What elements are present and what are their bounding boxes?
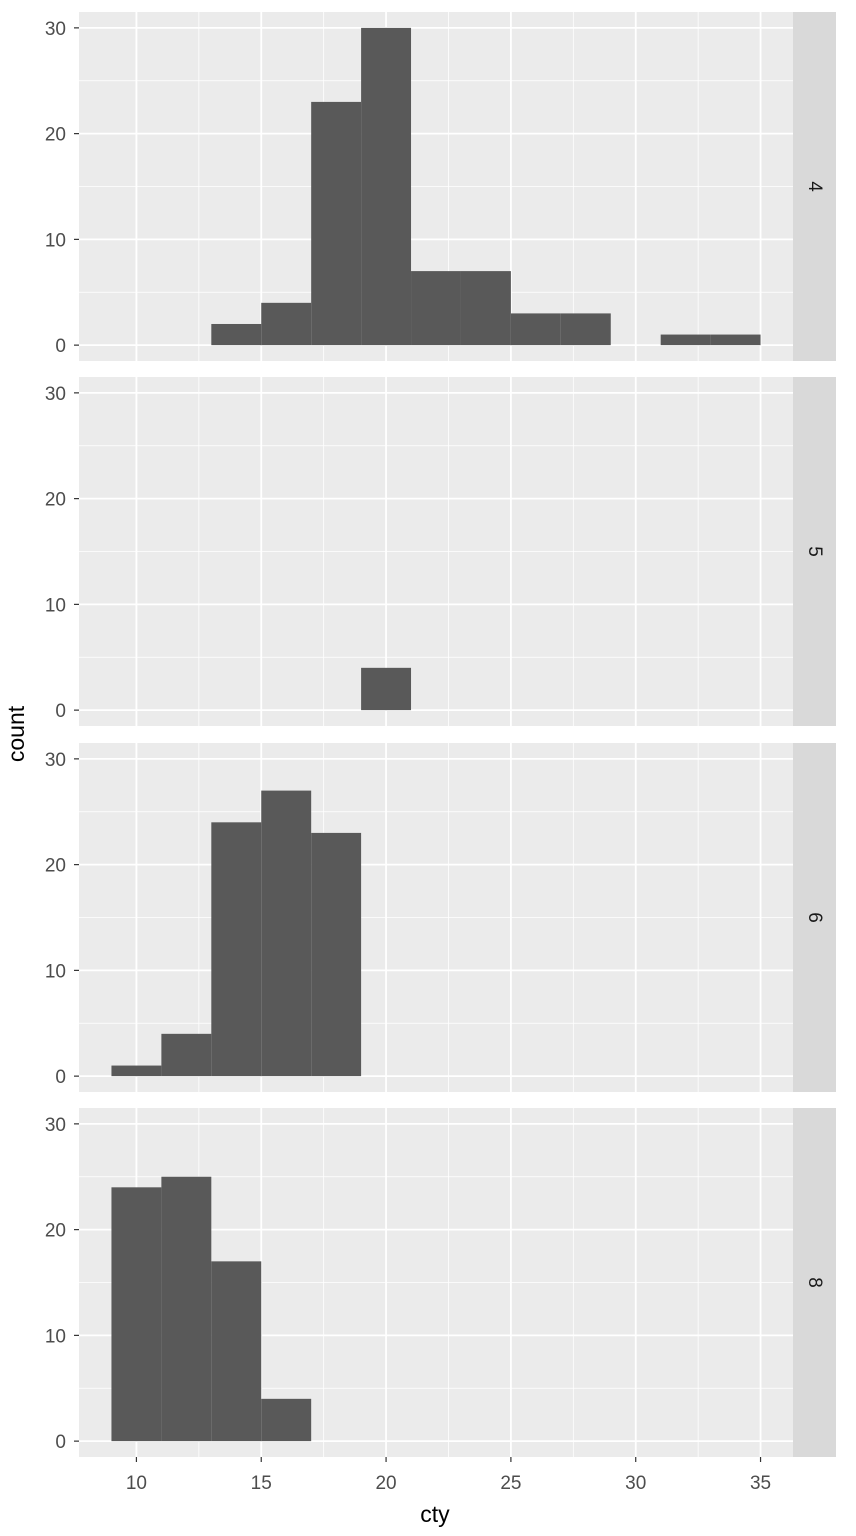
- y-tick-label: 30: [45, 1115, 66, 1136]
- y-tick-label: 20: [45, 125, 66, 146]
- facet-panel-4: 0 10 20 30 4: [45, 12, 836, 361]
- y-tick-label: 20: [45, 490, 66, 511]
- y-tick-label: 10: [45, 595, 66, 616]
- histogram-bar: [161, 1033, 212, 1077]
- histogram-bar: [311, 832, 362, 1077]
- facet-strip-label: 4: [804, 181, 825, 192]
- histogram-bar: [261, 790, 312, 1077]
- histogram-bar: [261, 1398, 312, 1442]
- x-tick-label: 25: [500, 1473, 521, 1494]
- x-tick-label: 20: [375, 1473, 396, 1494]
- y-tick-label: 0: [55, 336, 66, 357]
- x-axis-title: cty: [420, 1501, 450, 1527]
- histogram-bar: [361, 27, 412, 346]
- facet-panel-6: 0 10 20 30 6: [45, 743, 836, 1092]
- facet-panel-8: 0 10 20 30 8: [45, 1108, 836, 1457]
- y-tick-label: 20: [45, 856, 66, 877]
- histogram-bar: [460, 271, 511, 346]
- x-tick-label: 15: [251, 1473, 272, 1494]
- y-tick-label: 10: [45, 230, 66, 251]
- histogram-bar: [361, 667, 412, 711]
- facet-strip-label: 8: [804, 1277, 825, 1288]
- histogram-bar: [261, 302, 312, 346]
- y-tick-label: 10: [45, 1326, 66, 1347]
- histogram-bar: [111, 1187, 162, 1442]
- histogram-bar: [111, 1065, 162, 1077]
- facet-strip: [793, 12, 836, 361]
- histogram-bar: [211, 1261, 262, 1442]
- y-tick-label: 30: [45, 384, 66, 405]
- histogram-bar: [660, 334, 711, 346]
- histogram-bar: [211, 323, 262, 346]
- y-axis-title: count: [3, 705, 29, 762]
- y-tick-label: 0: [55, 701, 66, 722]
- facet-strip: [793, 743, 836, 1092]
- facet-strip: [793, 1108, 836, 1457]
- histogram-bar: [510, 313, 561, 346]
- facet-strip: [793, 377, 836, 726]
- facet-strip-label: 5: [804, 546, 825, 557]
- y-tick-label: 20: [45, 1221, 66, 1242]
- x-tick-label: 30: [625, 1473, 646, 1494]
- y-tick-label: 30: [45, 19, 66, 40]
- histogram-bar: [710, 334, 761, 346]
- facet-panel-5: 0 10 20 30 5: [45, 377, 836, 726]
- y-tick-label: 0: [55, 1067, 66, 1088]
- x-tick-label: 10: [126, 1473, 147, 1494]
- x-tick-label: 35: [750, 1473, 771, 1494]
- histogram-bar: [560, 313, 611, 346]
- y-tick-label: 10: [45, 961, 66, 982]
- histogram-bar: [211, 822, 262, 1077]
- x-axis: 10 15 20 25 30 35: [126, 1457, 771, 1494]
- facet-strip-label: 6: [804, 912, 825, 923]
- histogram-bar: [311, 101, 362, 346]
- y-tick-label: 0: [55, 1432, 66, 1453]
- histogram-bar: [161, 1176, 212, 1442]
- histogram-bar: [411, 271, 461, 346]
- y-tick-label: 30: [45, 750, 66, 771]
